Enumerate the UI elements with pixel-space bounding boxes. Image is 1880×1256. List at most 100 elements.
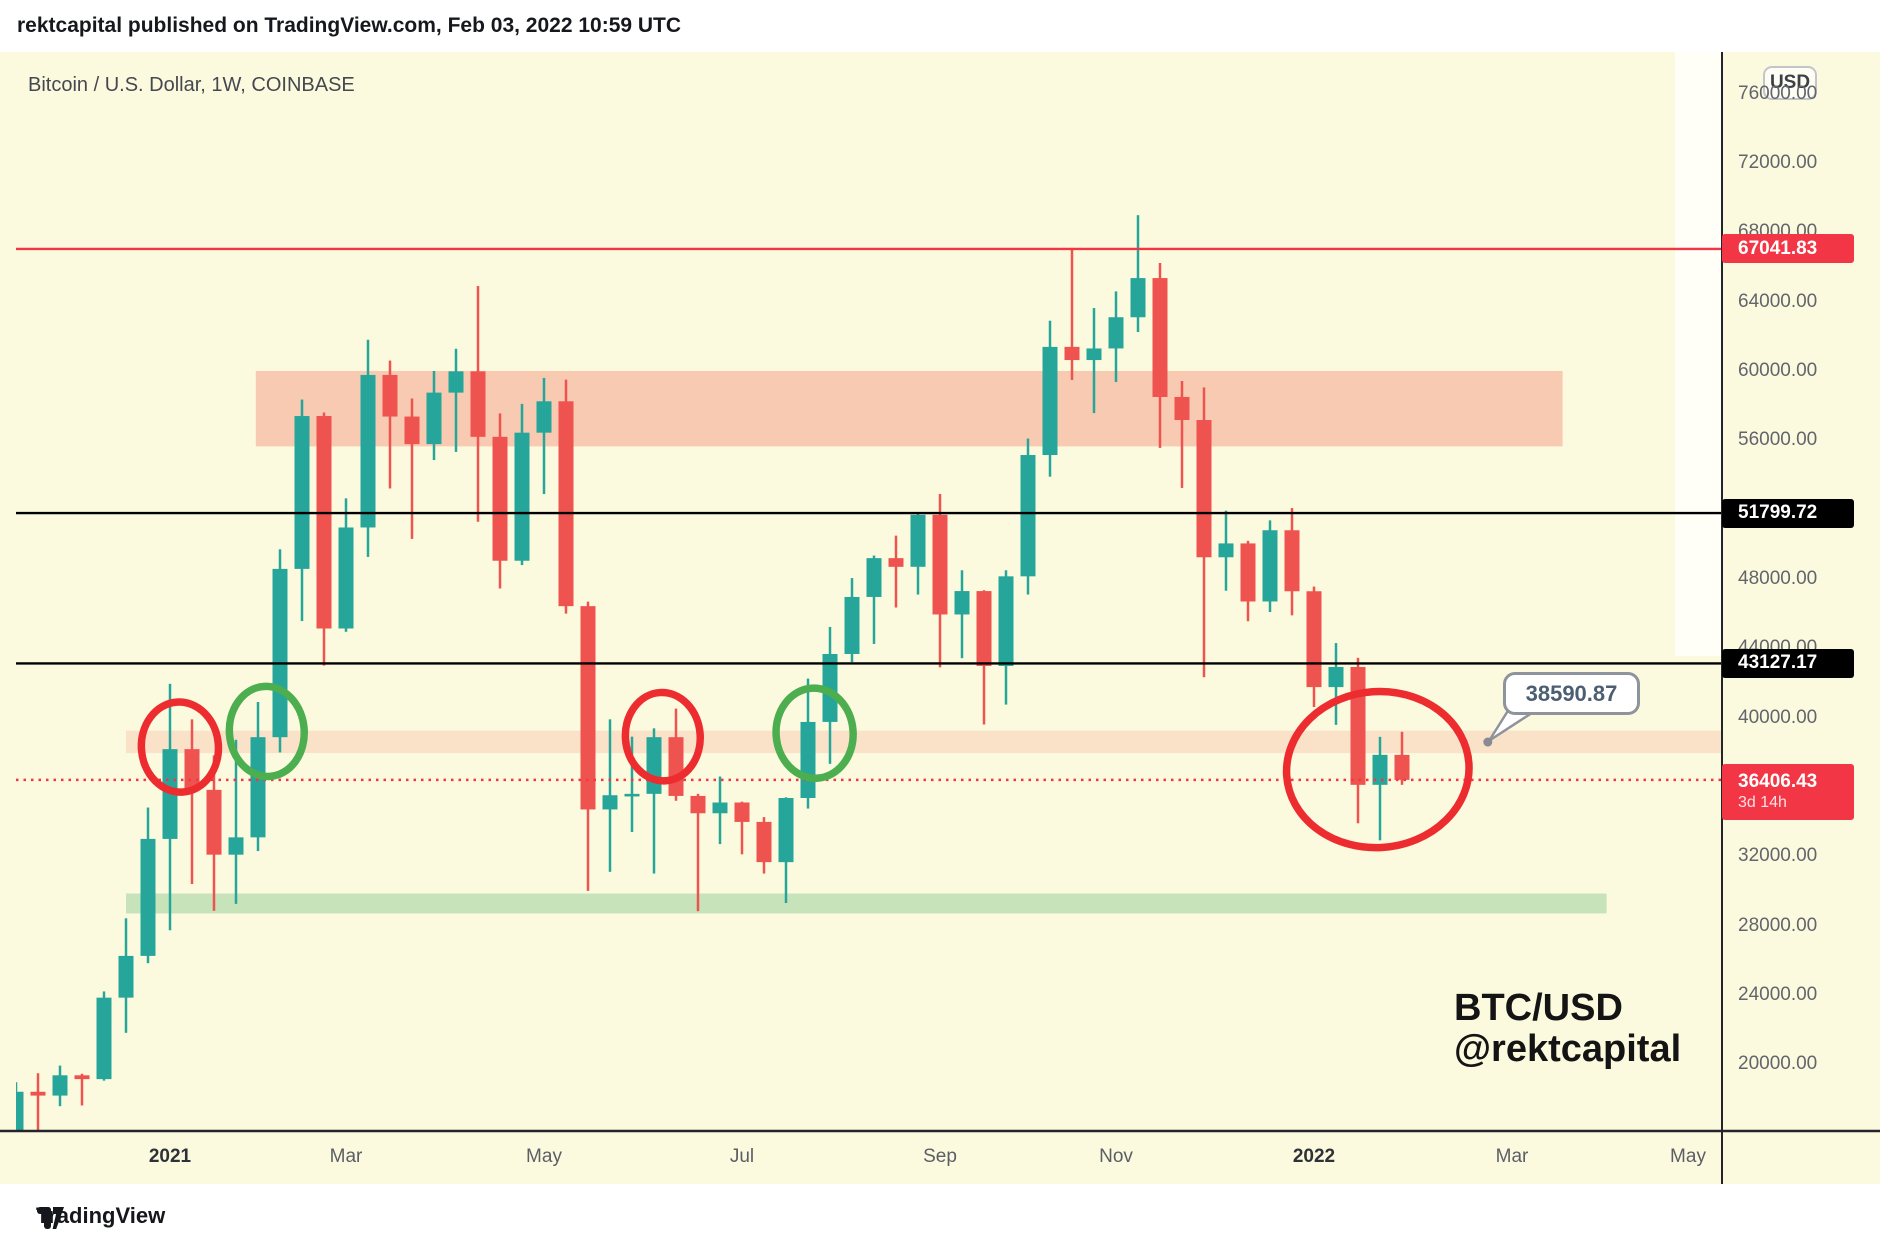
candle-body xyxy=(206,789,222,855)
candle-body xyxy=(1042,346,1058,456)
candle[interactable] xyxy=(1174,381,1190,488)
candle[interactable] xyxy=(448,348,464,452)
level-price-value: 36406.43 xyxy=(1738,771,1818,793)
candle[interactable] xyxy=(96,991,112,1081)
candle[interactable] xyxy=(294,399,310,622)
candle-body xyxy=(954,591,970,615)
red-circle-jun-2021[interactable] xyxy=(621,688,704,785)
candle[interactable] xyxy=(1086,308,1102,414)
candle-body xyxy=(448,371,464,393)
candle[interactable] xyxy=(1196,387,1212,678)
candle[interactable] xyxy=(1372,736,1388,841)
tradingview-logo[interactable]: TradingView xyxy=(36,1203,165,1229)
candle[interactable] xyxy=(1042,320,1058,477)
candle-body xyxy=(1262,530,1278,602)
candle[interactable] xyxy=(624,736,640,832)
candle-body xyxy=(404,416,420,445)
candle-body xyxy=(998,576,1014,666)
candle[interactable] xyxy=(712,776,728,845)
candle[interactable] xyxy=(426,370,442,461)
candle[interactable] xyxy=(910,513,926,595)
candle[interactable] xyxy=(360,339,376,557)
candle[interactable] xyxy=(338,498,354,632)
candle[interactable] xyxy=(1306,586,1322,708)
price-callout[interactable]: 38590.87 xyxy=(1503,672,1640,715)
candle[interactable] xyxy=(866,555,882,644)
support-zone[interactable] xyxy=(126,893,1607,914)
candle[interactable] xyxy=(30,1073,46,1131)
candle[interactable] xyxy=(646,728,662,874)
candle[interactable] xyxy=(52,1065,68,1107)
candle[interactable] xyxy=(536,377,552,495)
candle[interactable] xyxy=(162,683,178,931)
candle[interactable] xyxy=(1152,263,1168,448)
green-circle-jul-2021[interactable] xyxy=(772,684,857,782)
candle-body xyxy=(316,416,332,629)
candle[interactable] xyxy=(1284,508,1300,616)
candle-wick xyxy=(454,348,458,452)
candle[interactable] xyxy=(470,286,486,522)
candle[interactable] xyxy=(1020,438,1036,595)
candle[interactable] xyxy=(1130,215,1146,332)
retest-zone[interactable] xyxy=(126,730,1723,754)
candle[interactable] xyxy=(492,413,508,589)
candle[interactable] xyxy=(844,578,860,663)
candle[interactable] xyxy=(888,535,904,608)
price-tick-label: 24000.00 xyxy=(1738,983,1818,1005)
candle[interactable] xyxy=(734,801,750,855)
candle[interactable] xyxy=(602,719,618,872)
candle[interactable] xyxy=(1108,291,1124,383)
candle[interactable] xyxy=(382,360,398,489)
candle-wick xyxy=(542,377,546,495)
candle-body xyxy=(492,436,508,561)
candle-wick xyxy=(740,801,744,855)
candle-body xyxy=(558,401,574,607)
candle[interactable] xyxy=(558,379,574,614)
candle[interactable] xyxy=(1262,520,1278,613)
candle-body xyxy=(1086,348,1102,361)
candle[interactable] xyxy=(118,918,134,1033)
last-price-label: 36406.43 3d 14h xyxy=(1722,763,1854,820)
candle[interactable] xyxy=(404,398,420,539)
candle[interactable] xyxy=(206,755,222,911)
candle[interactable] xyxy=(1240,540,1256,622)
candle-wick xyxy=(1136,215,1140,332)
candle[interactable] xyxy=(272,549,288,753)
symbol-title[interactable]: Bitcoin / U.S. Dollar, 1W, COINBASE xyxy=(28,74,355,96)
level-price-value: 67041.83 xyxy=(1738,237,1818,259)
candle[interactable] xyxy=(9,1082,24,1138)
candle[interactable] xyxy=(932,494,948,668)
candle-wick xyxy=(388,360,392,489)
candle[interactable] xyxy=(74,1073,90,1106)
candle[interactable] xyxy=(976,590,992,725)
candle-body xyxy=(602,795,618,810)
candlestick-series xyxy=(9,215,1410,1138)
candle[interactable] xyxy=(1394,731,1410,785)
candle[interactable] xyxy=(690,793,706,912)
candle[interactable] xyxy=(668,708,684,801)
candle[interactable] xyxy=(1064,248,1080,380)
candle[interactable] xyxy=(580,601,596,891)
candle[interactable] xyxy=(228,739,244,904)
candle-body xyxy=(338,527,354,629)
candle[interactable] xyxy=(800,678,816,809)
candle[interactable] xyxy=(998,570,1014,705)
footer-bar xyxy=(0,1184,1880,1256)
candle[interactable] xyxy=(514,403,530,566)
candle[interactable] xyxy=(184,719,200,884)
price-tick-label: 32000.00 xyxy=(1738,845,1818,867)
candle[interactable] xyxy=(1328,643,1344,725)
red-circle-jan-2022[interactable] xyxy=(1281,685,1474,853)
candle[interactable] xyxy=(1218,510,1234,591)
red-circle-jan-2021[interactable] xyxy=(137,698,223,796)
candle[interactable] xyxy=(316,412,332,666)
green-circle-feb-2021[interactable] xyxy=(225,682,308,781)
candle-body xyxy=(624,793,640,797)
candle[interactable] xyxy=(778,797,794,904)
candle[interactable] xyxy=(140,807,156,964)
candle[interactable] xyxy=(756,817,772,874)
candle[interactable] xyxy=(954,570,970,659)
currency-usd-button[interactable]: USD xyxy=(1763,66,1817,100)
candle[interactable] xyxy=(1350,657,1366,824)
